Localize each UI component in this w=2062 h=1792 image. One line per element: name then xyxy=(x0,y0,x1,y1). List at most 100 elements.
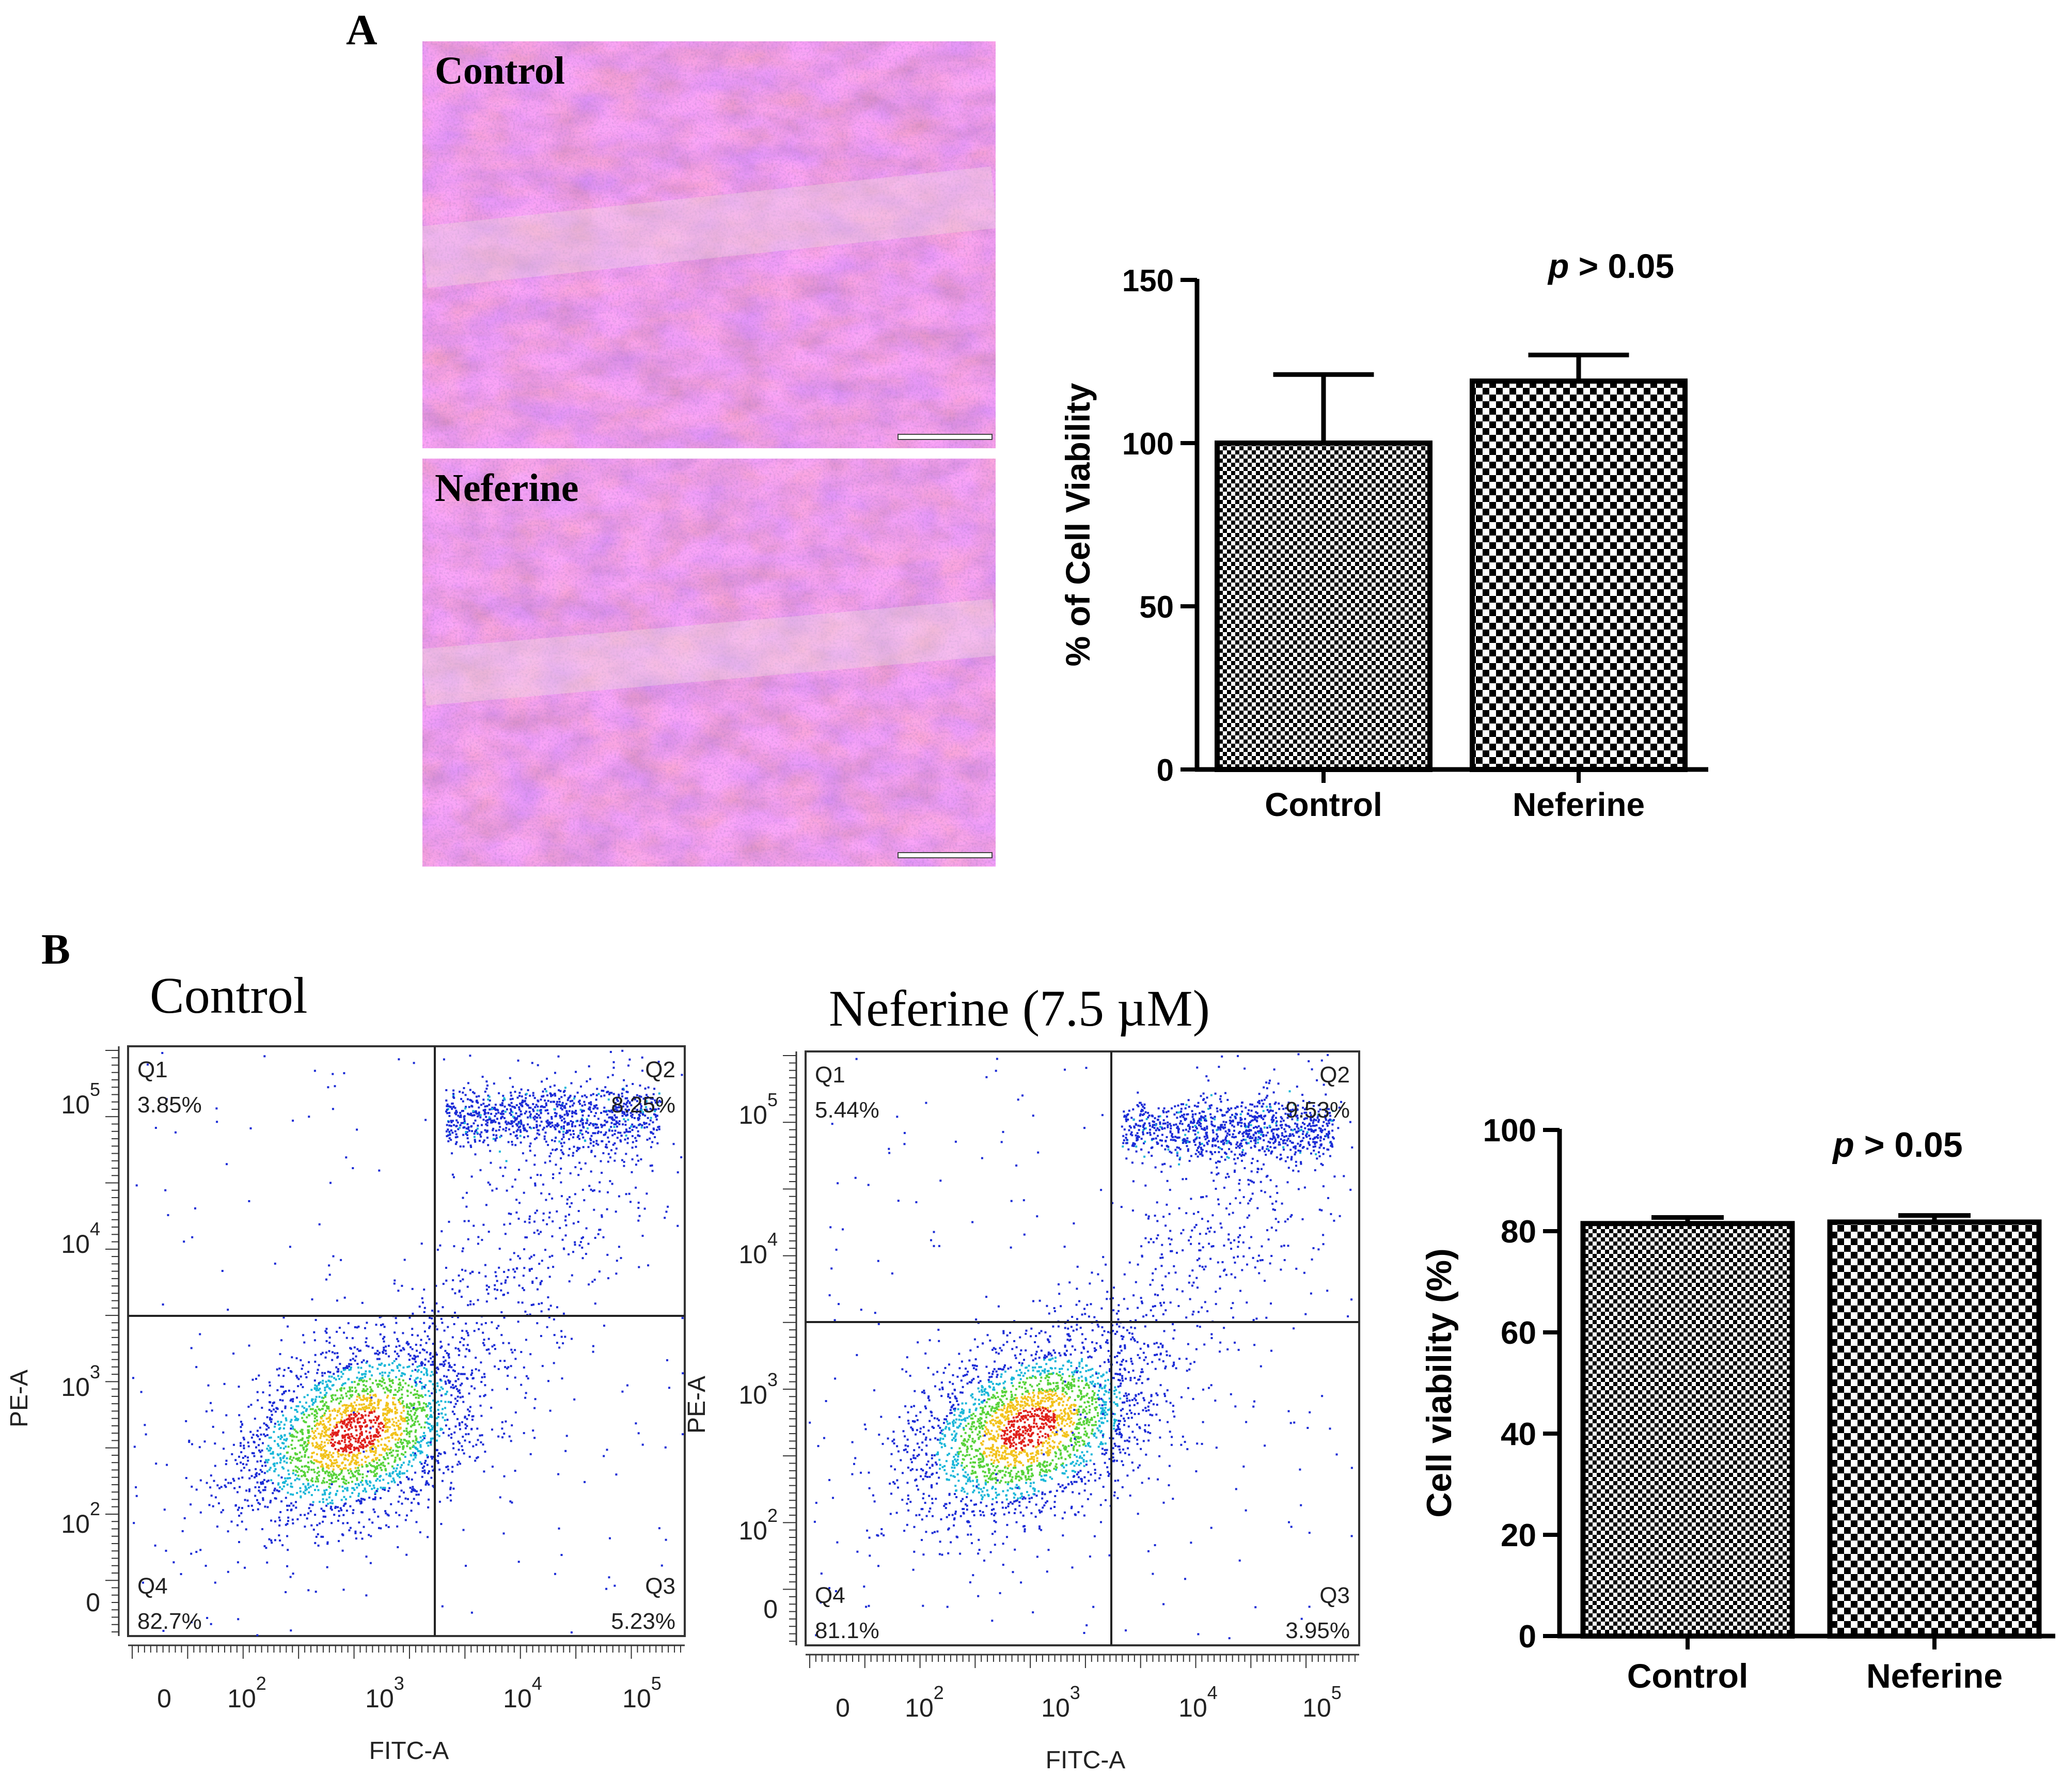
sparse-point xyxy=(162,1303,164,1306)
q2-point xyxy=(539,1124,541,1127)
cluster-point xyxy=(872,1494,874,1497)
cluster-point xyxy=(357,1467,359,1469)
cluster-point xyxy=(412,1452,414,1454)
q2-point xyxy=(520,1123,523,1125)
cluster-point xyxy=(381,1438,383,1441)
q2-point xyxy=(489,1118,492,1120)
cluster-point xyxy=(414,1456,417,1459)
cluster-point xyxy=(380,1454,383,1456)
q2-point xyxy=(551,1139,553,1141)
cluster-point xyxy=(411,1334,414,1336)
cluster-point xyxy=(278,1490,280,1492)
sparse-point xyxy=(484,1275,487,1278)
cluster-point xyxy=(402,1406,405,1409)
cluster-point xyxy=(953,1475,956,1478)
cluster-point xyxy=(457,1390,460,1392)
cluster-point xyxy=(1010,1366,1012,1369)
cluster-point xyxy=(991,1503,994,1505)
cluster-point xyxy=(1015,1400,1018,1402)
q2-point xyxy=(620,1140,622,1143)
cluster-point xyxy=(373,1487,375,1489)
cluster-point xyxy=(395,1450,398,1452)
sparse-point xyxy=(195,1366,198,1369)
cluster-point xyxy=(335,1473,337,1476)
sparse-point xyxy=(500,1282,502,1285)
cluster-point xyxy=(413,1355,416,1357)
q2-point xyxy=(455,1119,458,1122)
cluster-point xyxy=(385,1452,388,1455)
cluster-point xyxy=(360,1443,363,1446)
cluster-point xyxy=(270,1447,272,1450)
cluster-point xyxy=(971,1440,974,1442)
cluster-point xyxy=(304,1373,307,1375)
q2-point xyxy=(489,1150,492,1152)
cluster-point xyxy=(370,1435,372,1437)
cluster-point xyxy=(270,1421,273,1423)
sparse-point xyxy=(343,1072,345,1075)
y-tick-label: 104 xyxy=(61,1218,100,1259)
sparse-point xyxy=(568,1253,570,1255)
cluster-point xyxy=(286,1565,289,1567)
sparse-point xyxy=(327,1086,329,1089)
cluster-point xyxy=(398,1426,400,1429)
cluster-point xyxy=(343,1296,346,1299)
cluster-point xyxy=(322,1453,325,1456)
q2-point xyxy=(553,1126,556,1128)
sparse-point xyxy=(328,1264,330,1267)
cluster-point xyxy=(295,1430,297,1433)
cluster-point xyxy=(388,1487,391,1489)
cluster-point xyxy=(313,1435,316,1437)
cluster-point xyxy=(410,1454,413,1457)
cluster-point xyxy=(333,1462,335,1465)
cluster-point xyxy=(394,1459,397,1461)
sparse-point xyxy=(607,1076,609,1079)
cluster-point xyxy=(524,1396,527,1399)
cluster-point xyxy=(1012,1445,1015,1447)
cluster-point xyxy=(345,1480,348,1482)
cluster-point xyxy=(351,1487,354,1489)
cluster-point xyxy=(287,1477,289,1480)
cluster-point xyxy=(357,1483,360,1485)
q2-point xyxy=(452,1089,455,1092)
q2-point xyxy=(509,1098,512,1101)
cluster-point xyxy=(403,1405,405,1407)
cluster-point xyxy=(392,1397,395,1400)
cluster-point xyxy=(592,1350,594,1353)
cluster-point xyxy=(240,1444,242,1447)
cluster-point xyxy=(404,1456,406,1458)
cluster-point xyxy=(334,1409,336,1412)
cluster-point xyxy=(1002,1543,1004,1545)
cluster-point xyxy=(295,1469,297,1472)
cluster-point xyxy=(297,1405,300,1408)
q2-point xyxy=(523,1129,526,1131)
cluster-point xyxy=(304,1514,306,1516)
cluster-point xyxy=(231,1453,233,1455)
q2-point xyxy=(638,1124,640,1126)
sparse-point xyxy=(420,1362,422,1364)
cluster-point xyxy=(327,1456,330,1458)
sparse-point xyxy=(407,1343,410,1345)
q2-point xyxy=(569,1129,571,1132)
q2-point xyxy=(556,1122,559,1125)
sparse-point xyxy=(545,1140,547,1143)
q2-point xyxy=(447,1121,450,1123)
q2-point xyxy=(476,1131,478,1134)
q2-point xyxy=(569,1105,571,1108)
q2-point xyxy=(471,1101,474,1103)
cluster-point xyxy=(345,1510,348,1512)
sparse-point xyxy=(420,1363,423,1365)
sparse-point xyxy=(660,1564,663,1567)
sparse-point xyxy=(527,1377,529,1380)
cluster-point xyxy=(1136,1443,1139,1445)
cluster-point xyxy=(310,1524,313,1527)
cluster-point xyxy=(386,1421,389,1424)
y-axis-label: Cell viability (%) xyxy=(1420,1248,1459,1517)
sparse-point xyxy=(286,1535,289,1537)
q2-point xyxy=(578,1099,581,1102)
cluster-point xyxy=(369,1419,371,1422)
cluster-point xyxy=(365,1481,368,1484)
cluster-point xyxy=(282,1375,285,1377)
cluster-point xyxy=(304,1492,306,1495)
cluster-point xyxy=(399,1397,401,1400)
cluster-point xyxy=(316,1385,318,1388)
